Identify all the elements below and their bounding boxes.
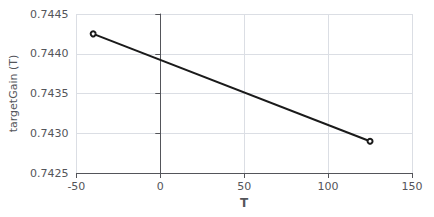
svg-text:-50: -50 [67,180,85,193]
svg-text:0.7440: 0.7440 [30,47,69,60]
svg-text:0: 0 [157,180,164,193]
svg-text:0.7445: 0.7445 [30,8,69,21]
svg-text:100: 100 [318,180,339,193]
svg-text:50: 50 [237,180,251,193]
svg-text:0.7435: 0.7435 [30,87,69,100]
svg-text:0.7425: 0.7425 [30,167,69,180]
svg-text:150: 150 [402,180,423,193]
svg-text:T: T [240,196,249,210]
svg-text:targetGain (T): targetGain (T) [7,55,20,133]
svg-text:0.7430: 0.7430 [30,127,69,140]
